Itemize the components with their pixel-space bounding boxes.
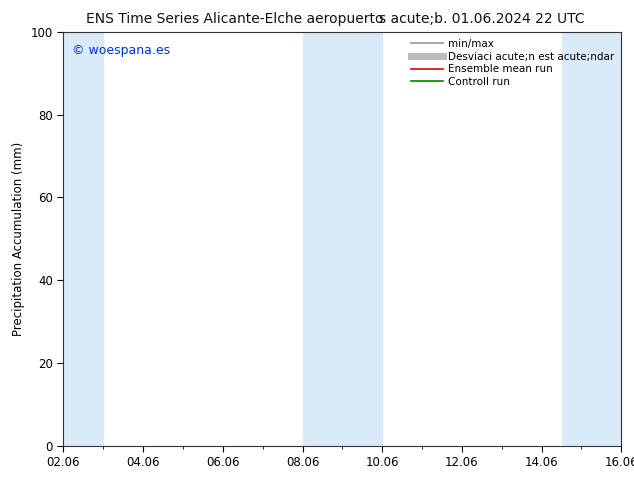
Bar — [562, 32, 634, 446]
Text: s acute;b. 01.06.2024 22 UTC: s acute;b. 01.06.2024 22 UTC — [379, 12, 585, 26]
Bar — [302, 32, 382, 446]
Legend: min/max, Desviaci acute;n est acute;ndar, Ensemble mean run, Controll run: min/max, Desviaci acute;n est acute;ndar… — [407, 35, 618, 91]
Bar — [44, 32, 103, 446]
Text: © woespana.es: © woespana.es — [72, 44, 170, 57]
Y-axis label: Precipitation Accumulation (mm): Precipitation Accumulation (mm) — [12, 142, 25, 336]
Text: ENS Time Series Alicante-Elche aeropuerto: ENS Time Series Alicante-Elche aeropuert… — [86, 12, 384, 26]
